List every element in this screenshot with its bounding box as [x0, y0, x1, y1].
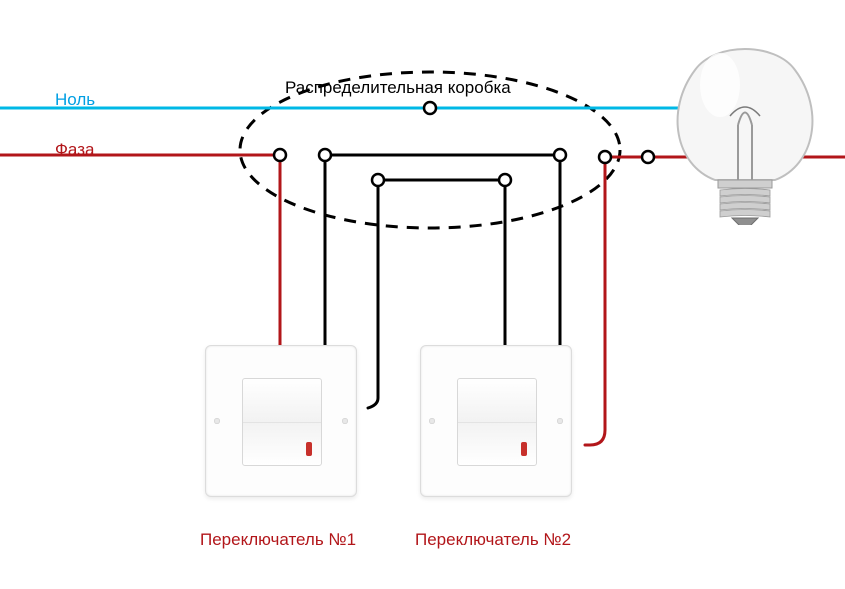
diagram-stage: Ноль Фаза Распределительная коробка Пере… [0, 0, 845, 589]
junction-node-left_inner2 [372, 174, 384, 186]
junction-node-phase_in [274, 149, 286, 161]
junction-node-right_inner [554, 149, 566, 161]
junction-node-right_inner2 [499, 174, 511, 186]
two-way-switch-1 [205, 345, 357, 497]
neutral-wire-label: Ноль [55, 90, 95, 110]
wire-s1-entry-T2 [368, 395, 378, 408]
phase-wire-label: Фаза [55, 140, 94, 160]
junction-box-label: Распределительная коробка [285, 78, 511, 98]
junction-node-neutral_tap [424, 102, 436, 114]
junction-node-left_inner [319, 149, 331, 161]
junction-node-bulb_tap [642, 151, 654, 163]
wire-s2-entry-L [585, 395, 605, 445]
switch-1-label: Переключатель №1 [200, 530, 356, 550]
junction-node-phase_out [599, 151, 611, 163]
two-way-switch-2 [420, 345, 572, 497]
switch-2-label: Переключатель №2 [415, 530, 571, 550]
